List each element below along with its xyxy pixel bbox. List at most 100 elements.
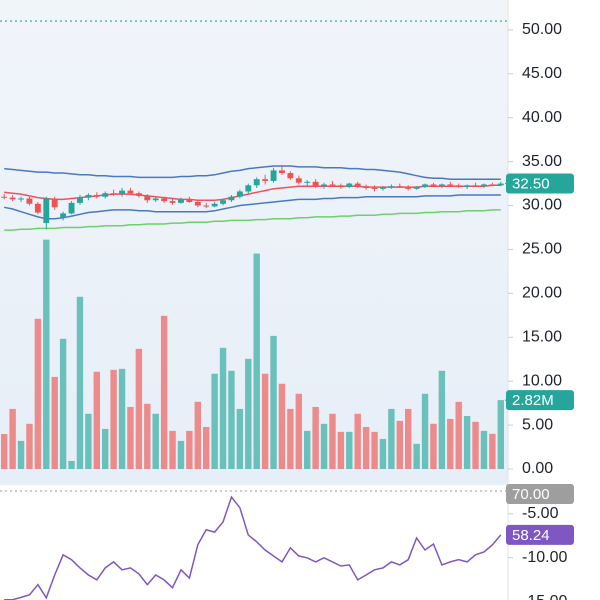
candle-body bbox=[194, 202, 201, 206]
volume-badge-label: 2.82M bbox=[512, 392, 554, 409]
volume-bar bbox=[405, 408, 412, 469]
candle-body bbox=[489, 184, 496, 186]
candle-body bbox=[236, 191, 243, 197]
candle-body bbox=[77, 197, 83, 203]
volume-bar bbox=[430, 423, 437, 469]
candle-body bbox=[220, 200, 226, 204]
volume-bar bbox=[287, 408, 294, 469]
volume-bar bbox=[489, 433, 496, 469]
volume-bar bbox=[160, 315, 168, 469]
y-tick-label: -10.00 bbox=[522, 549, 567, 566]
candle-body bbox=[127, 190, 134, 194]
volume-bar bbox=[379, 438, 387, 469]
candle-body bbox=[60, 213, 67, 218]
candle-body bbox=[18, 198, 24, 200]
y-tick-label: 15.00 bbox=[522, 328, 562, 345]
volume-bar bbox=[59, 338, 67, 469]
candle-body bbox=[472, 185, 479, 187]
volume-bar bbox=[68, 460, 75, 469]
candle-body bbox=[9, 197, 16, 200]
volume-bar bbox=[304, 430, 311, 469]
candle-body bbox=[144, 195, 151, 201]
oscillator-line bbox=[4, 495, 502, 600]
indicator-line bbox=[4, 194, 501, 220]
indicator-line bbox=[4, 209, 501, 231]
candle-body bbox=[329, 184, 336, 186]
volume-bar bbox=[278, 383, 286, 469]
volume-bar bbox=[110, 369, 117, 469]
candle-body bbox=[34, 203, 41, 213]
candle-body bbox=[228, 196, 235, 201]
candle-body bbox=[178, 199, 184, 203]
y-tick-label: 50.00 bbox=[522, 21, 562, 38]
volume-bar bbox=[102, 428, 109, 469]
candle-body bbox=[405, 187, 412, 189]
volume-bar bbox=[17, 440, 25, 469]
volume-bar bbox=[396, 420, 403, 469]
candle-body bbox=[102, 193, 109, 197]
volume-bar bbox=[463, 415, 471, 469]
candle-body bbox=[245, 185, 252, 192]
candle-body bbox=[68, 202, 75, 214]
volume-bar bbox=[177, 440, 185, 469]
volume-bar bbox=[354, 413, 361, 469]
volume-bar bbox=[76, 296, 84, 469]
volume-bar bbox=[337, 431, 345, 469]
candle-body bbox=[481, 184, 487, 187]
candle-body bbox=[312, 181, 319, 187]
y-tick-label: 5.00 bbox=[522, 416, 553, 433]
volume-bar bbox=[455, 401, 462, 469]
volume-bar bbox=[261, 373, 269, 469]
volume-bar bbox=[295, 393, 302, 469]
volume-bar bbox=[447, 418, 454, 469]
candle-body bbox=[304, 181, 311, 183]
candle-body bbox=[211, 203, 218, 207]
y-tick-label: -5.00 bbox=[522, 505, 559, 522]
candle-body bbox=[203, 205, 210, 207]
volume-bar bbox=[43, 239, 50, 469]
candle-body bbox=[455, 185, 462, 188]
volume-bar bbox=[9, 408, 16, 469]
volume-bar bbox=[236, 408, 244, 469]
candle-body bbox=[396, 186, 403, 188]
candle-body bbox=[371, 187, 378, 189]
volume-bar bbox=[312, 406, 319, 469]
candle-body bbox=[93, 194, 100, 197]
volume-bar bbox=[1, 434, 8, 469]
volume-bar bbox=[438, 370, 446, 469]
candle-body bbox=[422, 184, 428, 188]
volume-bar bbox=[472, 421, 479, 469]
candle-body bbox=[497, 183, 504, 186]
candle-body bbox=[380, 187, 386, 189]
candle-body bbox=[161, 198, 168, 202]
candle-body bbox=[354, 183, 361, 187]
marks: 50.00 45.00 40.00 35.00 30.00 25.00 20.00 15.00… bbox=[0, 20, 574, 600]
volume-bar bbox=[270, 335, 277, 469]
volume-bar bbox=[253, 253, 260, 469]
y-tick-label: 0.00 bbox=[522, 460, 553, 477]
price-badge bbox=[506, 173, 574, 194]
volume-bar bbox=[194, 401, 201, 469]
level-badge bbox=[506, 484, 574, 504]
candle-body bbox=[388, 186, 395, 188]
candle-body bbox=[119, 190, 125, 195]
candle-body bbox=[413, 187, 420, 189]
volume-bar bbox=[152, 413, 159, 469]
volume-bar bbox=[135, 348, 143, 469]
volume-bar bbox=[219, 347, 227, 469]
candle-body bbox=[169, 201, 176, 203]
candle-body bbox=[279, 170, 285, 174]
volume-bar bbox=[388, 408, 395, 469]
y-tick-label: 35.00 bbox=[522, 153, 562, 170]
y-tick-label: 30.00 bbox=[522, 197, 562, 214]
volume-bar bbox=[497, 400, 504, 469]
candle-body bbox=[270, 170, 277, 181]
candle-body bbox=[430, 184, 437, 187]
volume-bar bbox=[85, 413, 92, 469]
y-tick-label: -15.00 bbox=[522, 593, 567, 600]
y-tick-label: 40.00 bbox=[522, 109, 562, 126]
volume-bar bbox=[93, 371, 100, 469]
candle-body bbox=[295, 178, 302, 183]
candle-body bbox=[26, 198, 33, 204]
